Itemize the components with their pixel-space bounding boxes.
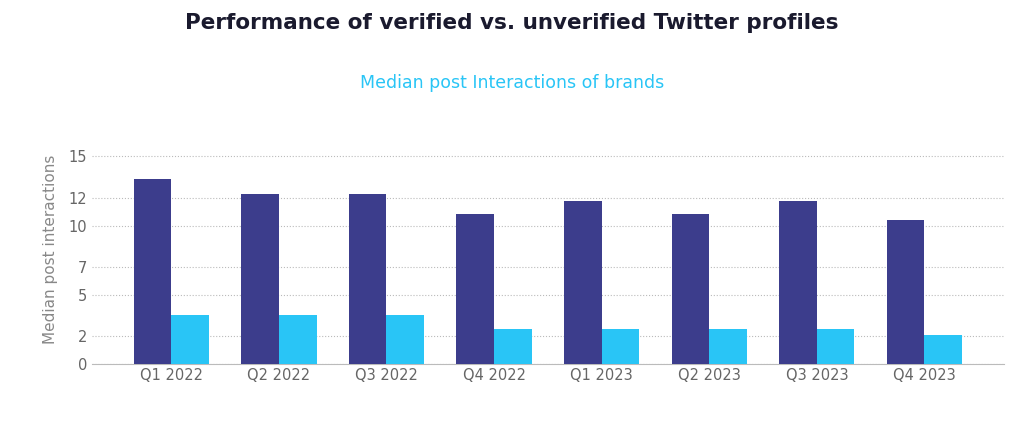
Bar <box>817 329 854 364</box>
Text: Median post Interactions of brands: Median post Interactions of brands <box>359 74 665 92</box>
Y-axis label: Median post interactions: Median post interactions <box>43 155 57 344</box>
Text: Performance of verified vs. unverified Twitter profiles: Performance of verified vs. unverified T… <box>185 13 839 33</box>
Bar <box>887 220 925 364</box>
Bar <box>457 215 494 364</box>
Bar <box>349 194 386 364</box>
Bar <box>494 329 531 364</box>
Bar <box>925 335 963 364</box>
Bar <box>710 329 746 364</box>
Bar <box>779 201 817 364</box>
Bar <box>242 194 279 364</box>
Bar <box>171 315 209 364</box>
Bar <box>133 179 171 364</box>
Bar <box>386 315 424 364</box>
Bar <box>602 329 639 364</box>
Bar <box>672 215 710 364</box>
Bar <box>279 315 316 364</box>
Bar <box>564 201 602 364</box>
